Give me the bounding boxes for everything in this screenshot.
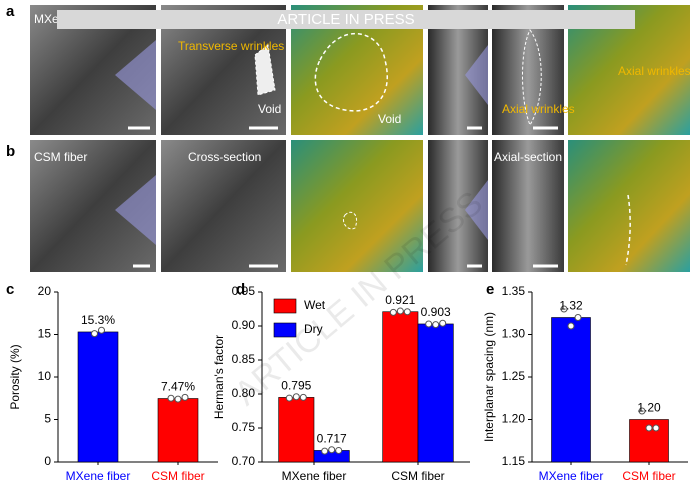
- data-point: [98, 326, 105, 334]
- data-point: [181, 393, 189, 401]
- legend-label: Wet: [304, 298, 326, 312]
- image-label: Axial-section: [494, 150, 562, 164]
- y-tick-label: 20: [38, 284, 52, 298]
- y-tick-label: 0.75: [232, 420, 256, 434]
- data-point: [645, 424, 653, 432]
- outline: [625, 194, 631, 266]
- zoom-wedge: [465, 45, 488, 105]
- y-tick-label: 0.90: [232, 318, 256, 332]
- value-label: 0.921: [385, 293, 415, 307]
- y-axis-label: Interplanar spacing (nm): [482, 312, 496, 442]
- outline: [254, 44, 276, 96]
- zoom-wedge: [115, 40, 156, 110]
- images: MXene fiber Transverse wrinkles Void Voi…: [30, 5, 690, 272]
- data-point: [335, 446, 343, 454]
- data-point: [292, 393, 300, 401]
- y-tick-label: 1.25: [502, 369, 526, 383]
- y-tick-label: 0.85: [232, 352, 256, 366]
- annotation: Void: [378, 112, 401, 126]
- value-label: 1.32: [559, 299, 583, 313]
- data-point: [328, 446, 336, 454]
- data-point: [91, 330, 98, 338]
- data-point: [638, 407, 646, 415]
- zoom-wedge: [465, 180, 488, 240]
- data-point: [389, 308, 397, 316]
- value-label: 7.47%: [161, 380, 195, 394]
- bar: [157, 398, 199, 463]
- data-point: [425, 320, 433, 328]
- bar: [551, 317, 591, 463]
- sem-image: [492, 140, 564, 272]
- y-tick-label: 0.95: [232, 284, 256, 298]
- y-tick-label: 0.80: [232, 386, 256, 400]
- panel-label: e: [486, 281, 494, 298]
- data-point: [567, 322, 575, 330]
- outline: [314, 32, 388, 112]
- annotation: Axial wrinkles: [502, 102, 575, 116]
- data-point: [299, 393, 307, 401]
- y-tick-label: 5: [44, 412, 51, 426]
- value-label: 15.3%: [81, 313, 115, 327]
- outline: [522, 29, 542, 127]
- y-tick-label: 1.15: [502, 454, 526, 468]
- legend-label: Dry: [304, 322, 323, 336]
- data-point: [574, 314, 582, 321]
- x-tick-label: CSM fiber: [391, 469, 444, 483]
- data-point: [403, 308, 411, 316]
- value-label: 1.20: [637, 401, 661, 415]
- bar: [278, 397, 315, 463]
- x-tick-label: MXene fiber: [282, 469, 347, 483]
- banner-bg: [57, 10, 635, 29]
- value-label: 0.717: [317, 432, 347, 446]
- data-point: [167, 394, 175, 402]
- x-tick-label: CSM fiber: [622, 469, 675, 483]
- image-label: Cross-section: [188, 150, 261, 164]
- y-tick-label: 0.70: [232, 454, 256, 468]
- bar: [382, 311, 419, 463]
- y-tick-label: 0: [44, 454, 51, 468]
- x-tick-label: MXene fiber: [66, 469, 131, 483]
- annotation: Void: [258, 102, 281, 116]
- y-tick-label: 1.30: [502, 327, 526, 341]
- banner: ARTICLE IN PRESS: [277, 11, 414, 28]
- panel-label: a: [6, 3, 15, 20]
- annotation: Transverse wrinkles: [178, 39, 284, 53]
- y-axis-label: Porosity (%): [8, 344, 22, 409]
- data-point: [321, 447, 329, 455]
- data-point: [560, 305, 568, 313]
- panel-label: b: [6, 143, 15, 160]
- annotation: Axial wrinkles: [618, 64, 690, 78]
- y-tick-label: 1.20: [502, 412, 526, 426]
- value-label: 0.795: [281, 379, 311, 393]
- bar: [77, 331, 119, 463]
- zoom-wedge: [115, 175, 156, 245]
- x-tick-label: MXene fiber: [539, 469, 604, 483]
- sim-image: [291, 140, 423, 272]
- data-point: [396, 307, 404, 315]
- panel-label: c: [6, 281, 14, 298]
- bar: [417, 323, 454, 463]
- data-point: [285, 394, 293, 402]
- scale-bars: [128, 126, 558, 268]
- y-tick-label: 10: [38, 369, 52, 383]
- y-tick-label: 1.35: [502, 284, 526, 298]
- data-point: [652, 424, 660, 432]
- data-point: [432, 321, 440, 329]
- panel-label: d: [236, 281, 245, 298]
- sem-image: [161, 140, 286, 272]
- y-tick-label: 15: [38, 327, 52, 341]
- x-tick-label: CSM fiber: [151, 469, 204, 483]
- data-point: [439, 319, 447, 327]
- legend-swatch: [273, 322, 297, 338]
- y-axis-label: Herman's factor: [212, 335, 226, 419]
- image-label: CSM fiber: [34, 150, 87, 164]
- value-label: 0.903: [421, 305, 451, 319]
- data-point: [174, 395, 182, 403]
- outline: [342, 211, 358, 230]
- legend-swatch: [273, 298, 297, 314]
